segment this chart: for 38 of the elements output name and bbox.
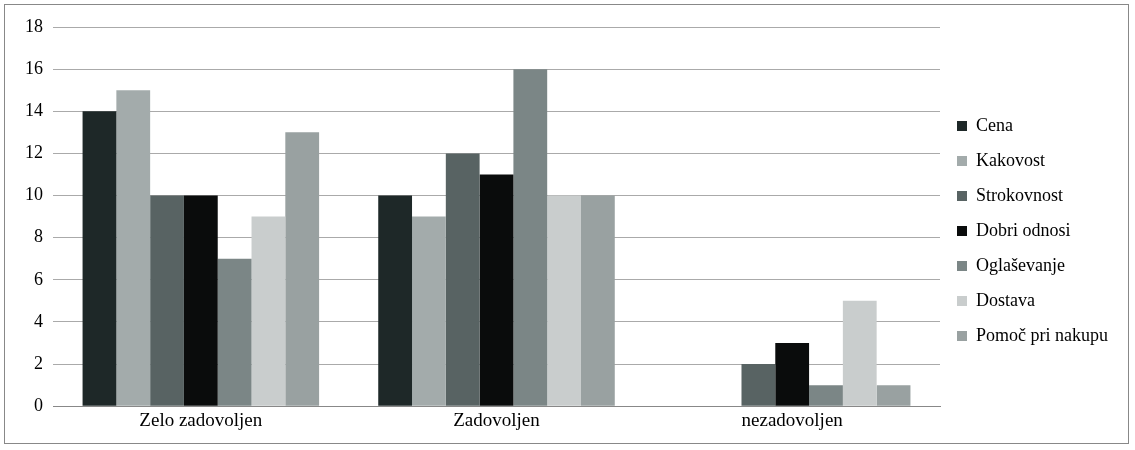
bar [217,258,252,406]
y-tick-label: 12 [25,142,43,163]
bar [580,195,615,406]
bar [775,343,810,406]
y-tick-label: 8 [34,226,43,247]
bar [842,300,877,406]
bar [741,364,776,406]
bar [479,174,514,406]
bar [412,216,446,406]
x-tick-label: Zadovoljen [453,408,541,430]
x-tick-label: Zelo zadovoljen [139,408,263,430]
y-tick-label: 6 [34,268,43,289]
legend-label: Strokovnost [976,184,1064,205]
x-tick-label: nezadovoljen [741,408,844,430]
legend-label: Cena [976,114,1014,135]
y-tick-label: 14 [25,100,43,120]
y-tick-label: 10 [25,184,43,205]
bar [513,69,548,406]
y-tick-label: 4 [34,310,43,331]
legend-label: Pomoč pri nakupu [976,324,1109,345]
bar [547,195,581,406]
bar [150,195,184,406]
bar [876,385,911,406]
y-tick-label: 16 [25,57,43,78]
bar [445,153,480,406]
y-tick-label: 18 [25,15,43,36]
bar [378,195,413,406]
bar [251,216,286,406]
y-tick-label: 0 [34,394,43,415]
legend-label: Dobri odnosi [976,219,1071,240]
legend-label: Dostava [976,289,1036,310]
bar [285,132,320,406]
bar [82,111,117,406]
y-tick-label: 2 [34,352,43,373]
legend-label: Kakovost [976,149,1046,170]
bar [183,195,218,406]
bar [809,385,843,406]
legend-label: Oglaševanje [976,254,1065,275]
